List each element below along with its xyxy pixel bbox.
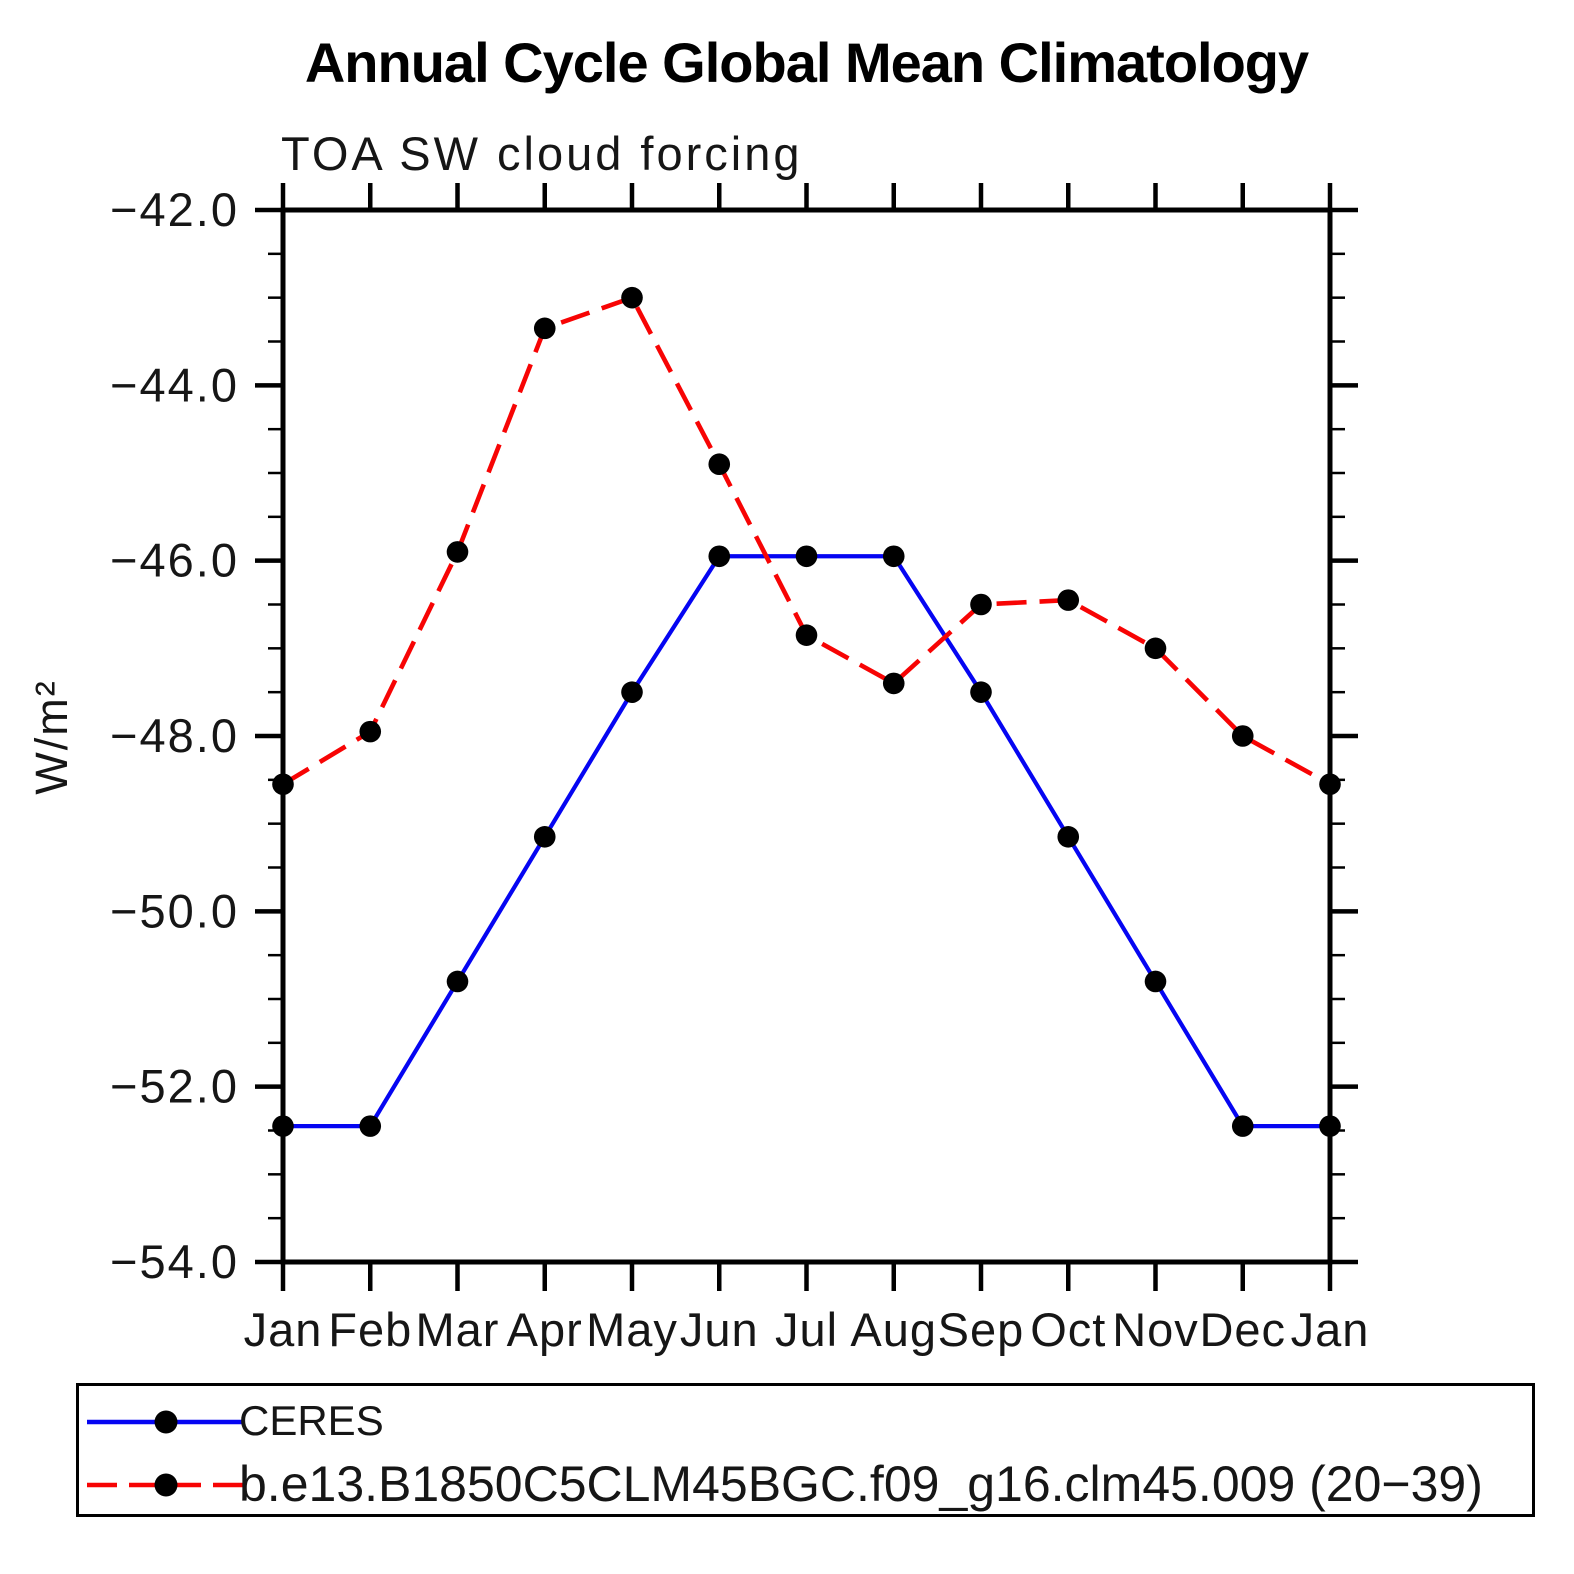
y-tick-label: −46.0 — [110, 534, 239, 587]
chart-title: Annual Cycle Global Mean Climatology — [304, 31, 1309, 94]
data-point-marker-0 — [1057, 826, 1080, 848]
data-point-marker-1 — [446, 541, 469, 563]
data-point-marker-0 — [882, 545, 905, 568]
data-point-marker-0 — [533, 826, 556, 848]
data-point-marker-0 — [359, 1115, 382, 1137]
data-point-marker-1 — [708, 453, 731, 476]
x-tick-label: Dec — [1199, 1303, 1286, 1356]
chart-subtitle: TOA SW cloud forcing — [281, 127, 803, 180]
legend-sample — [87, 1410, 245, 1434]
data-point-marker-0 — [1231, 1115, 1254, 1137]
x-tick-label: Mar — [416, 1303, 500, 1356]
x-tick-label: Oct — [1030, 1303, 1106, 1356]
data-point-marker-1 — [359, 720, 382, 743]
axis-frame — [280, 207, 1333, 1265]
data-point-marker-0 — [621, 681, 643, 703]
x-tick-label: Nov — [1112, 1303, 1199, 1356]
data-point-marker-1 — [1144, 637, 1167, 660]
data-point-marker-1 — [1319, 773, 1341, 796]
x-tick-label: Jan — [1291, 1303, 1370, 1356]
series-line-1 — [281, 294, 1332, 787]
x-tick-label: Aug — [850, 1303, 937, 1356]
legend-marker-dot — [154, 1473, 178, 1497]
data-point-marker-1 — [621, 286, 643, 309]
y-tick-label: −52.0 — [110, 1060, 239, 1113]
legend-sample — [87, 1473, 245, 1497]
x-tick-label: Jan — [244, 1303, 323, 1356]
x-tick-label: Jun — [680, 1303, 759, 1356]
y-tick-label: −50.0 — [110, 884, 239, 937]
data-point-marker-1 — [1057, 589, 1080, 611]
legend-label: CERES — [239, 1397, 384, 1444]
data-point-marker-0 — [708, 545, 731, 568]
data-point-marker-0 — [795, 545, 818, 568]
data-point-marker-1 — [882, 672, 905, 695]
x-tick-label: Sep — [938, 1303, 1025, 1356]
data-point-marker-1 — [533, 317, 556, 340]
data-point-marker-1 — [272, 773, 294, 796]
y-tick-label: −48.0 — [110, 709, 239, 762]
data-point-marker-0 — [446, 970, 469, 993]
y-tick-label: −44.0 — [110, 358, 239, 411]
legend-box: CERES b.e13.B1850C5CLM45BGC.f09_g16.clm45… — [76, 1383, 1535, 1517]
data-point-marker-0 — [1319, 1115, 1341, 1137]
x-tick-label: Feb — [328, 1303, 412, 1356]
data-point-marker-0 — [970, 681, 992, 703]
data-point-marker-0 — [1144, 970, 1167, 993]
data-point-marker-1 — [970, 593, 992, 616]
legend-marker-dot — [154, 1410, 178, 1434]
legend-label: b.e13.B1850C5CLM45BGC.f09_g16.clm45.009 … — [239, 1456, 1483, 1512]
data-point-marker-1 — [1231, 725, 1254, 747]
x-tick-label: Apr — [507, 1303, 583, 1356]
y-tick-label: −54.0 — [110, 1235, 239, 1288]
x-tick-label: Jul — [775, 1303, 838, 1356]
data-point-marker-0 — [272, 1115, 294, 1137]
data-point-marker-1 — [795, 624, 818, 646]
x-tick-label: May — [586, 1303, 678, 1356]
y-tick-label: −42.0 — [110, 183, 239, 236]
